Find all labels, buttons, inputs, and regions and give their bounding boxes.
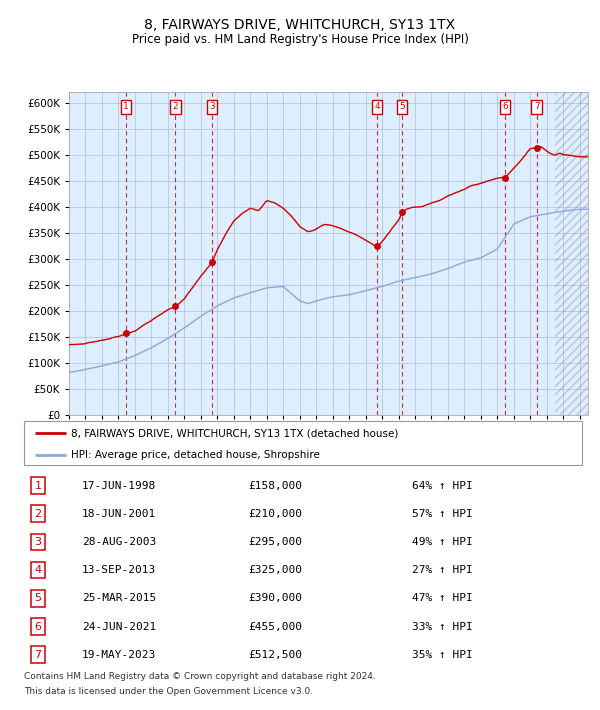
Text: 17-JUN-1998: 17-JUN-1998 — [82, 481, 156, 491]
Text: £325,000: £325,000 — [248, 565, 302, 575]
Text: 4: 4 — [34, 565, 41, 575]
Text: HPI: Average price, detached house, Shropshire: HPI: Average price, detached house, Shro… — [71, 450, 320, 460]
Text: 27% ↑ HPI: 27% ↑ HPI — [412, 565, 473, 575]
Text: 24-JUN-2021: 24-JUN-2021 — [82, 621, 156, 631]
Text: Price paid vs. HM Land Registry's House Price Index (HPI): Price paid vs. HM Land Registry's House … — [131, 33, 469, 46]
Text: 5: 5 — [34, 594, 41, 604]
Text: 3: 3 — [209, 102, 215, 111]
Text: 7: 7 — [534, 102, 539, 111]
Text: 49% ↑ HPI: 49% ↑ HPI — [412, 537, 473, 547]
Text: 7: 7 — [34, 650, 41, 660]
Text: 2: 2 — [173, 102, 178, 111]
Text: £158,000: £158,000 — [248, 481, 302, 491]
Bar — [555, 92, 588, 415]
Text: 18-JUN-2001: 18-JUN-2001 — [82, 509, 156, 519]
Text: 4: 4 — [374, 102, 380, 111]
Text: 8, FAIRWAYS DRIVE, WHITCHURCH, SY13 1TX: 8, FAIRWAYS DRIVE, WHITCHURCH, SY13 1TX — [145, 18, 455, 33]
Text: £455,000: £455,000 — [248, 621, 302, 631]
Text: 2: 2 — [34, 509, 41, 519]
Text: 19-MAY-2023: 19-MAY-2023 — [82, 650, 156, 660]
Text: Contains HM Land Registry data © Crown copyright and database right 2024.: Contains HM Land Registry data © Crown c… — [24, 672, 376, 682]
Text: £210,000: £210,000 — [248, 509, 302, 519]
Text: 64% ↑ HPI: 64% ↑ HPI — [412, 481, 473, 491]
Bar — [555, 92, 588, 415]
Text: 28-AUG-2003: 28-AUG-2003 — [82, 537, 156, 547]
Text: £512,500: £512,500 — [248, 650, 302, 660]
Text: This data is licensed under the Open Government Licence v3.0.: This data is licensed under the Open Gov… — [24, 687, 313, 696]
Text: 33% ↑ HPI: 33% ↑ HPI — [412, 621, 473, 631]
Text: £390,000: £390,000 — [248, 594, 302, 604]
Text: 6: 6 — [502, 102, 508, 111]
Text: 47% ↑ HPI: 47% ↑ HPI — [412, 594, 473, 604]
Text: 13-SEP-2013: 13-SEP-2013 — [82, 565, 156, 575]
FancyBboxPatch shape — [24, 421, 582, 465]
Text: 35% ↑ HPI: 35% ↑ HPI — [412, 650, 473, 660]
Text: 1: 1 — [34, 481, 41, 491]
Text: 3: 3 — [34, 537, 41, 547]
Text: 5: 5 — [400, 102, 405, 111]
Text: 25-MAR-2015: 25-MAR-2015 — [82, 594, 156, 604]
Text: 8, FAIRWAYS DRIVE, WHITCHURCH, SY13 1TX (detached house): 8, FAIRWAYS DRIVE, WHITCHURCH, SY13 1TX … — [71, 428, 399, 438]
Text: £295,000: £295,000 — [248, 537, 302, 547]
Text: 1: 1 — [123, 102, 129, 111]
Text: 6: 6 — [34, 621, 41, 631]
Text: 57% ↑ HPI: 57% ↑ HPI — [412, 509, 473, 519]
